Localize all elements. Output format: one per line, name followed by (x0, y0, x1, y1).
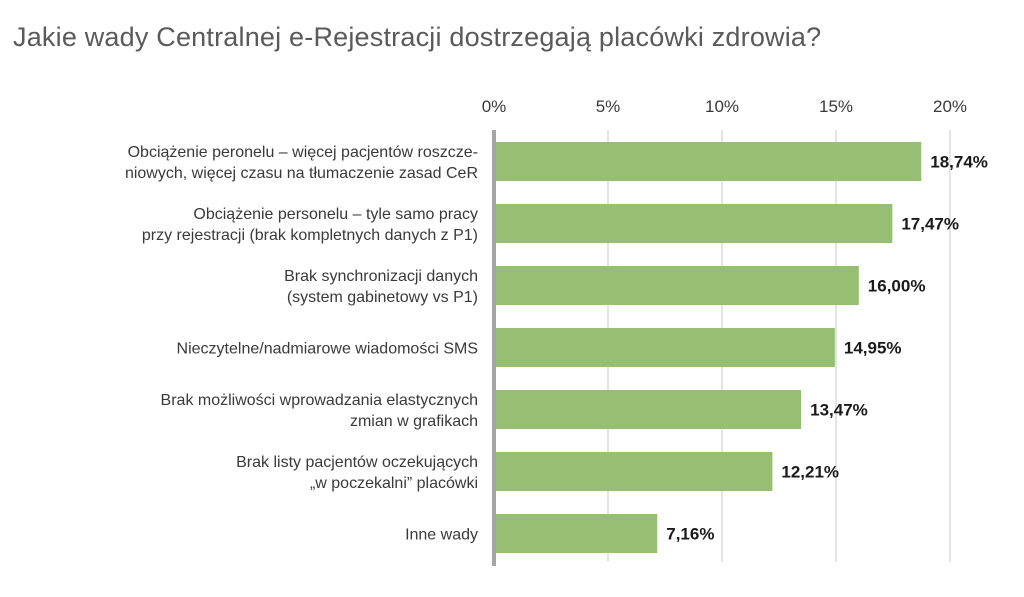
bar (494, 142, 922, 181)
category-label: Nieczytelne/nadmiarowe wiadomości SMS (177, 341, 478, 358)
data-label: 16,00% (868, 277, 926, 296)
data-label: 17,47% (901, 215, 959, 234)
category-label: (system gabinetowy vs P1) (287, 289, 478, 306)
bar (494, 390, 802, 429)
x-tick-label: 5% (596, 97, 621, 116)
bar (494, 328, 835, 367)
data-label: 18,74% (930, 153, 988, 172)
x-tick-label: 10% (705, 97, 739, 116)
bar (494, 204, 893, 243)
data-label: 12,21% (781, 463, 839, 482)
category-label: niowych, więcej czasu na tłumaczenie zas… (125, 165, 478, 182)
bar (494, 266, 859, 305)
category-label: Brak synchronizacji danych (284, 268, 478, 285)
category-label: Obciążenie personelu – tyle samo pracy (193, 206, 478, 223)
category-label: Obciążenie peronelu – więcej pacjentów r… (128, 144, 478, 161)
category-label: Inne wady (405, 527, 478, 544)
x-tick-label: 20% (933, 97, 967, 116)
x-tick-label: 15% (819, 97, 853, 116)
x-tick-label: 0% (482, 97, 507, 116)
chart-title: Jakie wady Centralnej e-Rejestracji dost… (13, 22, 822, 52)
data-label: 14,95% (844, 339, 902, 358)
bar (494, 452, 773, 491)
data-label: 13,47% (810, 401, 868, 420)
category-label: zmian w grafikach (350, 413, 478, 430)
category-label: Brak możliwości wprowadzania elastycznyc… (161, 392, 478, 409)
bar (494, 514, 658, 553)
category-label: przy rejestracji (brak kompletnych danyc… (142, 227, 478, 244)
category-label: „w poczekalni” placówki (310, 475, 478, 492)
data-label: 7,16% (666, 525, 714, 544)
category-label: Brak listy pacjentów oczekujących (236, 454, 478, 471)
